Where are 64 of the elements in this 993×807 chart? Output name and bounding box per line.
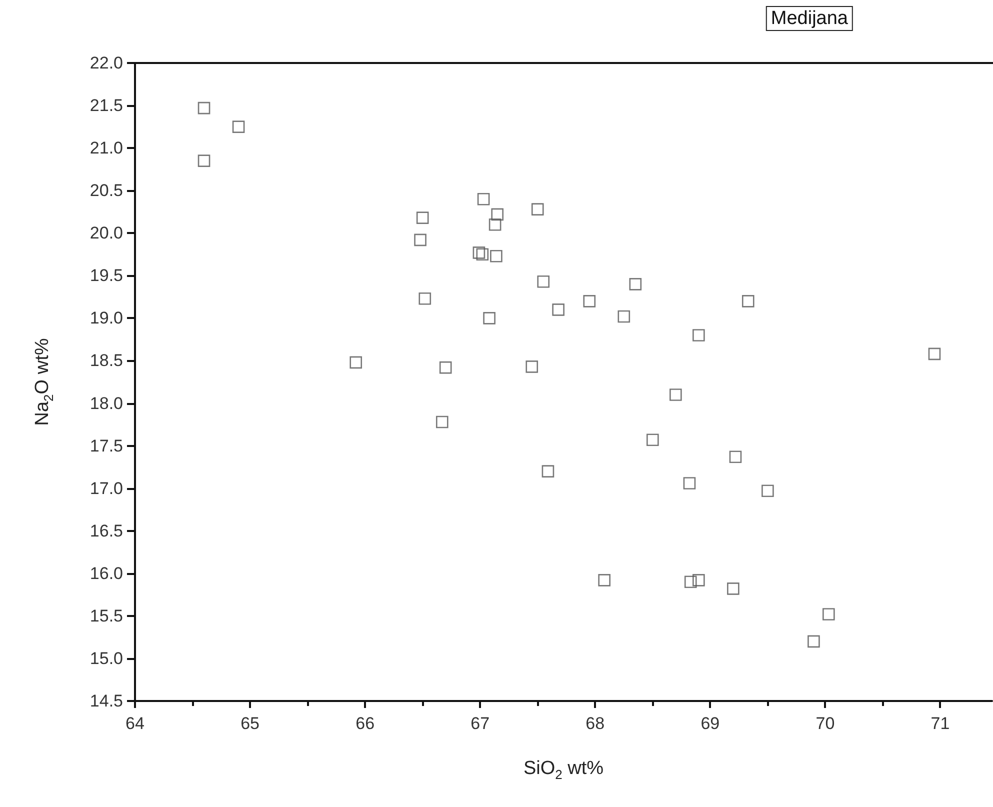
point <box>416 212 429 224</box>
point <box>729 450 742 464</box>
point <box>439 361 452 374</box>
point <box>808 635 820 648</box>
x-tick-label: 65 <box>240 714 260 733</box>
point <box>727 582 740 595</box>
point <box>629 278 642 290</box>
y-tick-label: 19.0 <box>90 308 123 328</box>
point <box>477 192 490 206</box>
x-tick-label: 70 <box>816 714 835 733</box>
point <box>436 416 448 428</box>
chart-title: Medijana <box>770 8 848 29</box>
point <box>618 310 630 323</box>
point <box>822 608 835 620</box>
point <box>692 329 705 342</box>
point <box>491 208 504 221</box>
point <box>683 477 696 490</box>
point <box>490 250 502 262</box>
point <box>531 203 544 216</box>
y-tick-label: 16.0 <box>90 564 123 583</box>
point <box>198 154 210 167</box>
y-tick-label: 18.0 <box>90 394 123 413</box>
y-tick-label: 16.5 <box>90 521 123 540</box>
point <box>198 102 210 114</box>
y-axis-title: Na2O wt% <box>32 338 56 426</box>
point <box>483 312 496 324</box>
point <box>762 484 774 498</box>
point <box>928 348 941 360</box>
x-tick-label: 66 <box>356 714 375 733</box>
point <box>670 388 682 401</box>
point <box>488 218 502 231</box>
point <box>552 304 564 316</box>
y-tick-label: 21.5 <box>90 96 123 116</box>
point <box>583 295 596 308</box>
point <box>598 574 610 586</box>
point <box>742 295 754 308</box>
x-tick-label: 68 <box>586 714 605 733</box>
point <box>692 574 705 586</box>
point <box>232 120 245 133</box>
x-tick-label: 69 <box>700 714 720 733</box>
point <box>418 292 432 305</box>
point <box>414 234 426 246</box>
point <box>542 465 554 478</box>
x-tick-label: 64 <box>126 714 144 733</box>
point <box>537 275 550 288</box>
point <box>350 356 362 369</box>
y-tick-label: 20.5 <box>90 181 123 200</box>
x-tick-label: 67 <box>470 714 490 733</box>
y-tick-label: 22.0 <box>90 54 123 72</box>
point <box>526 360 538 373</box>
y-tick-label: 20.0 <box>90 224 123 243</box>
point <box>646 434 659 446</box>
y-tick-label: 15.5 <box>90 606 123 626</box>
y-tick-label: 17.0 <box>90 478 123 498</box>
y-tick-label: 21.0 <box>90 138 123 158</box>
y-tick-label: 15.0 <box>90 648 123 668</box>
x-tick-label: 71 <box>930 714 950 733</box>
y-tick-label: 17.5 <box>90 436 123 456</box>
y-tick-label: 19.5 <box>90 266 123 286</box>
y-tick-label: 18.5 <box>90 351 123 370</box>
point <box>472 246 486 259</box>
y-tick-label: 14.5 <box>90 692 123 710</box>
point <box>684 576 697 588</box>
point <box>476 248 489 261</box>
